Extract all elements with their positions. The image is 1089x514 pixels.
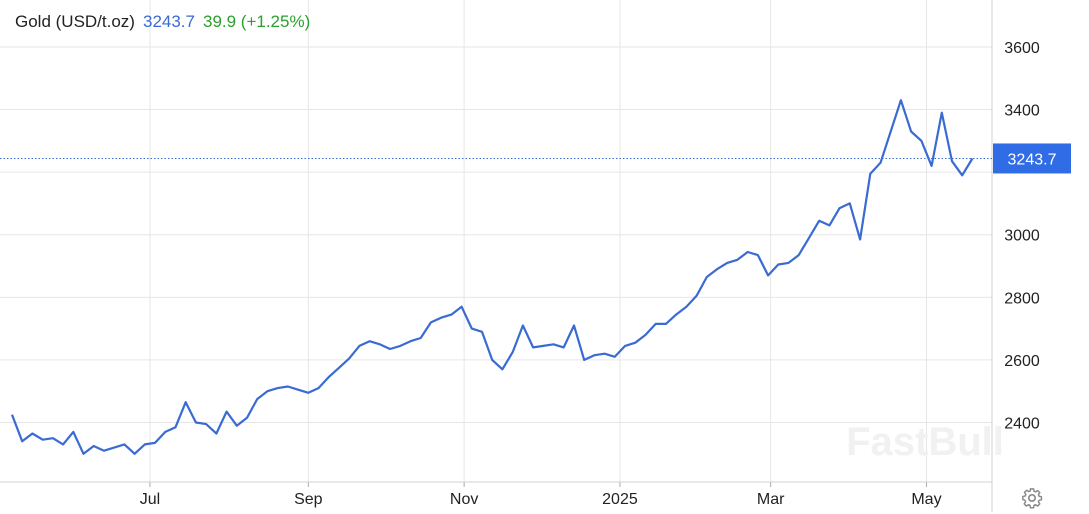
x-tick-label: Jul [140, 491, 160, 508]
x-tick-label: Nov [450, 491, 478, 508]
y-tick-label: 3400 [1004, 103, 1040, 120]
y-tick-label: 2600 [1004, 353, 1040, 370]
chart-legend: Gold (USD/t.oz) 3243.7 39.9 (+1.25%) [15, 12, 318, 32]
gear-icon [1022, 488, 1043, 509]
x-axis-ticks: Jul Sep Nov 2025 Mar May [140, 491, 942, 508]
y-tick-label: 2800 [1004, 290, 1040, 307]
settings-gear-icon[interactable] [1021, 487, 1043, 509]
current-price-tag: 3243.7 [993, 143, 1071, 174]
y-tick-label: 3000 [1004, 228, 1040, 245]
y-axis-ticks: 2400 2600 2800 3000 3400 3600 [1004, 40, 1040, 433]
legend-change: 39.9 (+1.25%) [202, 12, 311, 31]
fastbull-watermark: FastBull [846, 420, 1004, 464]
current-price-tag-label: 3243.7 [1008, 151, 1057, 168]
instrument-name: Gold (USD/t.oz) [15, 12, 135, 31]
price-series-line[interactable] [10, 99, 974, 455]
x-axis-tick-marks [149, 482, 927, 487]
gridlines [0, 0, 992, 482]
y-tick-label: 3600 [1004, 40, 1040, 57]
x-tick-label: May [911, 491, 941, 508]
x-tick-label: Mar [757, 491, 785, 508]
legend-price: 3243.7 [142, 12, 195, 31]
current-price-tag-bg [993, 143, 1071, 174]
x-tick-label: 2025 [602, 491, 638, 508]
y-tick-label: 2400 [1004, 416, 1040, 433]
x-tick-label: Sep [294, 491, 323, 508]
